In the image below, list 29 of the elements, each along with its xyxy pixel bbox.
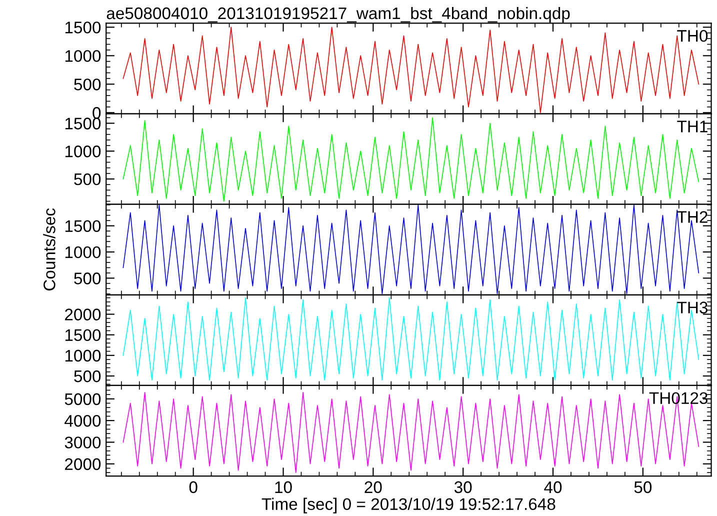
y-tick-label: 1000 bbox=[65, 246, 101, 258]
y-tick-label: 500 bbox=[74, 370, 101, 382]
y-tick-label: 4000 bbox=[64, 414, 101, 427]
y-tick-label: 1000 bbox=[65, 350, 101, 362]
y-tick-label: 500 bbox=[74, 78, 101, 90]
y-tick-label: 1500 bbox=[65, 118, 101, 130]
y-tick-label: 5000 bbox=[64, 393, 101, 406]
y-tick-label: 3000 bbox=[64, 436, 101, 448]
y-tick-label: 2000 bbox=[65, 458, 101, 470]
x-tick-label: 10 bbox=[275, 481, 292, 494]
x-tick-label: 20 bbox=[364, 481, 382, 494]
chart-title: ae508004010_20131019195217_wam1_bst_4band_nobin.qdp bbox=[106, 6, 570, 23]
y-tick-label: 1500 bbox=[65, 22, 101, 34]
y-tick-label: 1500 bbox=[65, 329, 101, 342]
x-axis-title: Time [sec] 0 = 2013/10/19 19:52:17.648 bbox=[262, 498, 556, 514]
y-axis-title: Counts/sec bbox=[43, 208, 56, 290]
x-tick-label: 0 bbox=[189, 481, 198, 494]
y-tick-label: 500 bbox=[74, 272, 101, 284]
y-tick-label: 2000 bbox=[65, 308, 101, 320]
annotation: TH1 bbox=[677, 120, 708, 132]
y-tick-label: 500 bbox=[74, 173, 101, 186]
x-tick-label: 30 bbox=[454, 481, 472, 494]
x-tick-label: 40 bbox=[544, 481, 562, 494]
y-tick-label: 1500 bbox=[65, 220, 101, 232]
y-tick-label: 1000 bbox=[65, 50, 101, 62]
annotation: TH0 bbox=[677, 30, 708, 42]
x-tick-label: 50 bbox=[634, 481, 652, 494]
y-tick-label: 1000 bbox=[65, 146, 101, 158]
annotation: TH0123 bbox=[649, 392, 708, 404]
